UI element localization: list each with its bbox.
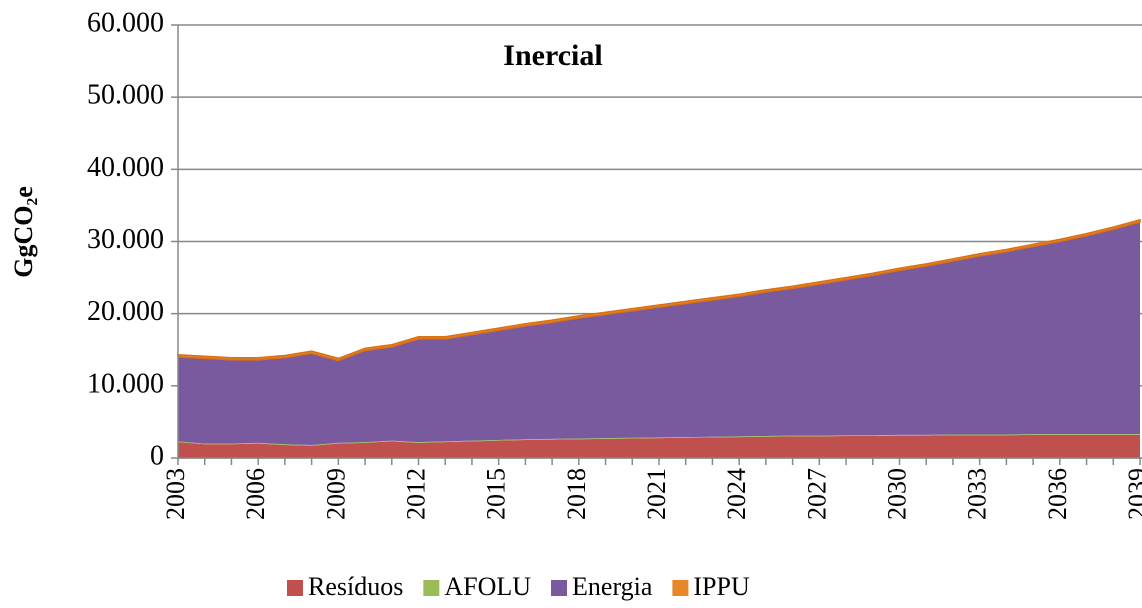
legend-swatch	[551, 580, 568, 596]
legend-label: AFOLU	[444, 572, 531, 601]
y-tick-label: 40.000	[87, 152, 164, 183]
y-tick-label: 50.000	[87, 80, 164, 111]
y-tick-label: 10.000	[87, 368, 164, 399]
legend-swatch	[672, 580, 689, 596]
x-tick-label: 2021	[642, 468, 671, 520]
x-tick-label: 2003	[161, 468, 190, 520]
chart-title: Inercial	[503, 39, 602, 72]
y-axis-label: GgCO₂e	[9, 186, 38, 278]
x-tick-label: 2033	[963, 468, 992, 520]
stacked-area	[178, 434, 1140, 446]
x-tick-label: 2024	[722, 468, 751, 520]
legend-swatch	[287, 580, 303, 596]
y-tick-label: 20.000	[87, 296, 164, 327]
stacked-area	[178, 434, 1140, 458]
x-tick-label: 2018	[562, 468, 591, 520]
x-tick-label: 2006	[241, 468, 270, 520]
legend-label: Resíduos	[308, 572, 403, 601]
x-tick-label: 2039	[1123, 468, 1142, 520]
x-tick-label: 2015	[482, 468, 511, 520]
x-tick-label: 2036	[1043, 468, 1072, 520]
y-tick-label: 30.000	[87, 224, 164, 255]
x-tick-label: 2027	[802, 468, 831, 520]
x-tick-label: 2012	[401, 468, 430, 520]
x-tick-label: 2009	[321, 468, 350, 520]
x-tick-label: 2030	[882, 468, 911, 520]
legend-swatch	[423, 580, 440, 596]
legend: Resíduos AFOLU Energia IPPU	[287, 572, 750, 601]
legend-label: Energia	[572, 572, 653, 601]
legend-label: IPPU	[693, 572, 750, 601]
y-tick-label: 0	[150, 440, 164, 471]
y-tick-label: 60.000	[87, 7, 164, 38]
stacked-area	[178, 222, 1140, 446]
stacked-area	[177, 218, 1141, 362]
